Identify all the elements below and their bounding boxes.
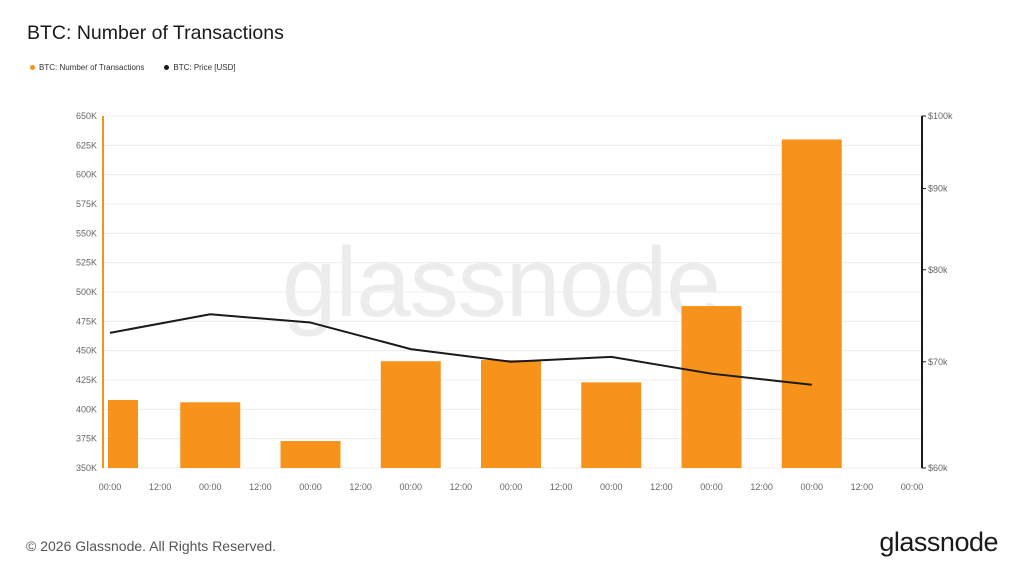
legend-item-price[interactable]: BTC: Price [USD] xyxy=(164,63,236,72)
x-tick-label: 12:00 xyxy=(249,482,272,492)
legend-label-price: BTC: Price [USD] xyxy=(173,63,236,72)
y-left-tick-label: 425K xyxy=(76,375,97,385)
legend-item-transactions[interactable]: BTC: Number of Transactions xyxy=(30,63,144,72)
x-tick-label: 00:00 xyxy=(901,482,924,492)
legend-dot-price xyxy=(164,65,170,70)
x-tick-label: 12:00 xyxy=(149,482,172,492)
y-right-tick-label: $80k xyxy=(928,265,948,275)
y-left-tick-label: 575K xyxy=(76,199,97,209)
legend-label-transactions: BTC: Number of Transactions xyxy=(39,63,145,72)
x-tick-label: 00:00 xyxy=(299,482,322,492)
transactions-bar xyxy=(681,306,742,468)
x-tick-label: 00:00 xyxy=(800,482,823,492)
transactions-bar xyxy=(781,139,842,468)
glassnode-logo[interactable]: glassnode xyxy=(879,527,998,557)
y-left-tick-label: 650K xyxy=(76,111,97,121)
transactions-bar xyxy=(280,441,341,468)
y-left-tick-label: 525K xyxy=(76,258,97,268)
x-tick-label: 00:00 xyxy=(500,482,523,492)
y-left-tick-label: 600K xyxy=(76,170,97,180)
x-tick-label: 12:00 xyxy=(851,482,874,492)
y-left-tick-label: 550K xyxy=(76,228,97,238)
x-tick-label: 00:00 xyxy=(99,482,122,492)
y-left-tick-label: 400K xyxy=(76,404,97,414)
legend-dot-transactions xyxy=(30,65,35,70)
y-left-tick-label: 475K xyxy=(76,316,97,326)
y-left-tick-label: 375K xyxy=(76,434,97,444)
y-right-tick-label: $70k xyxy=(928,357,948,367)
chart-title: BTC: Number of Transactions xyxy=(27,22,284,44)
transactions-bar xyxy=(581,382,642,468)
x-tick-label: 12:00 xyxy=(349,482,372,492)
copyright-text: © 2026 Glassnode. All Rights Reserved. xyxy=(26,538,277,554)
x-tick-label: 00:00 xyxy=(700,482,723,492)
transactions-bar xyxy=(180,402,241,468)
x-tick-label: 00:00 xyxy=(399,482,422,492)
x-tick-label: 00:00 xyxy=(600,482,623,492)
transactions-bar xyxy=(380,361,441,468)
y-left-tick-label: 350K xyxy=(76,463,97,473)
y-left-tick-label: 500K xyxy=(76,287,97,297)
x-tick-label: 12:00 xyxy=(650,482,673,492)
price-line xyxy=(109,313,812,386)
y-left-tick-label: 625K xyxy=(76,140,97,150)
x-tick-label: 12:00 xyxy=(550,482,573,492)
y-left-tick-label: 450K xyxy=(76,346,97,356)
y-right-tick-label: $90k xyxy=(928,184,948,194)
x-tick-label: 12:00 xyxy=(750,482,773,492)
x-tick-label: 12:00 xyxy=(450,482,473,492)
y-right-tick-label: $100k xyxy=(928,111,953,121)
x-tick-label: 00:00 xyxy=(199,482,222,492)
transactions-bar xyxy=(481,360,541,468)
transactions-bar xyxy=(108,399,138,468)
y-right-tick-label: $60k xyxy=(928,463,948,473)
chart-legend: BTC: Number of Transactions BTC: Price [… xyxy=(30,63,236,72)
